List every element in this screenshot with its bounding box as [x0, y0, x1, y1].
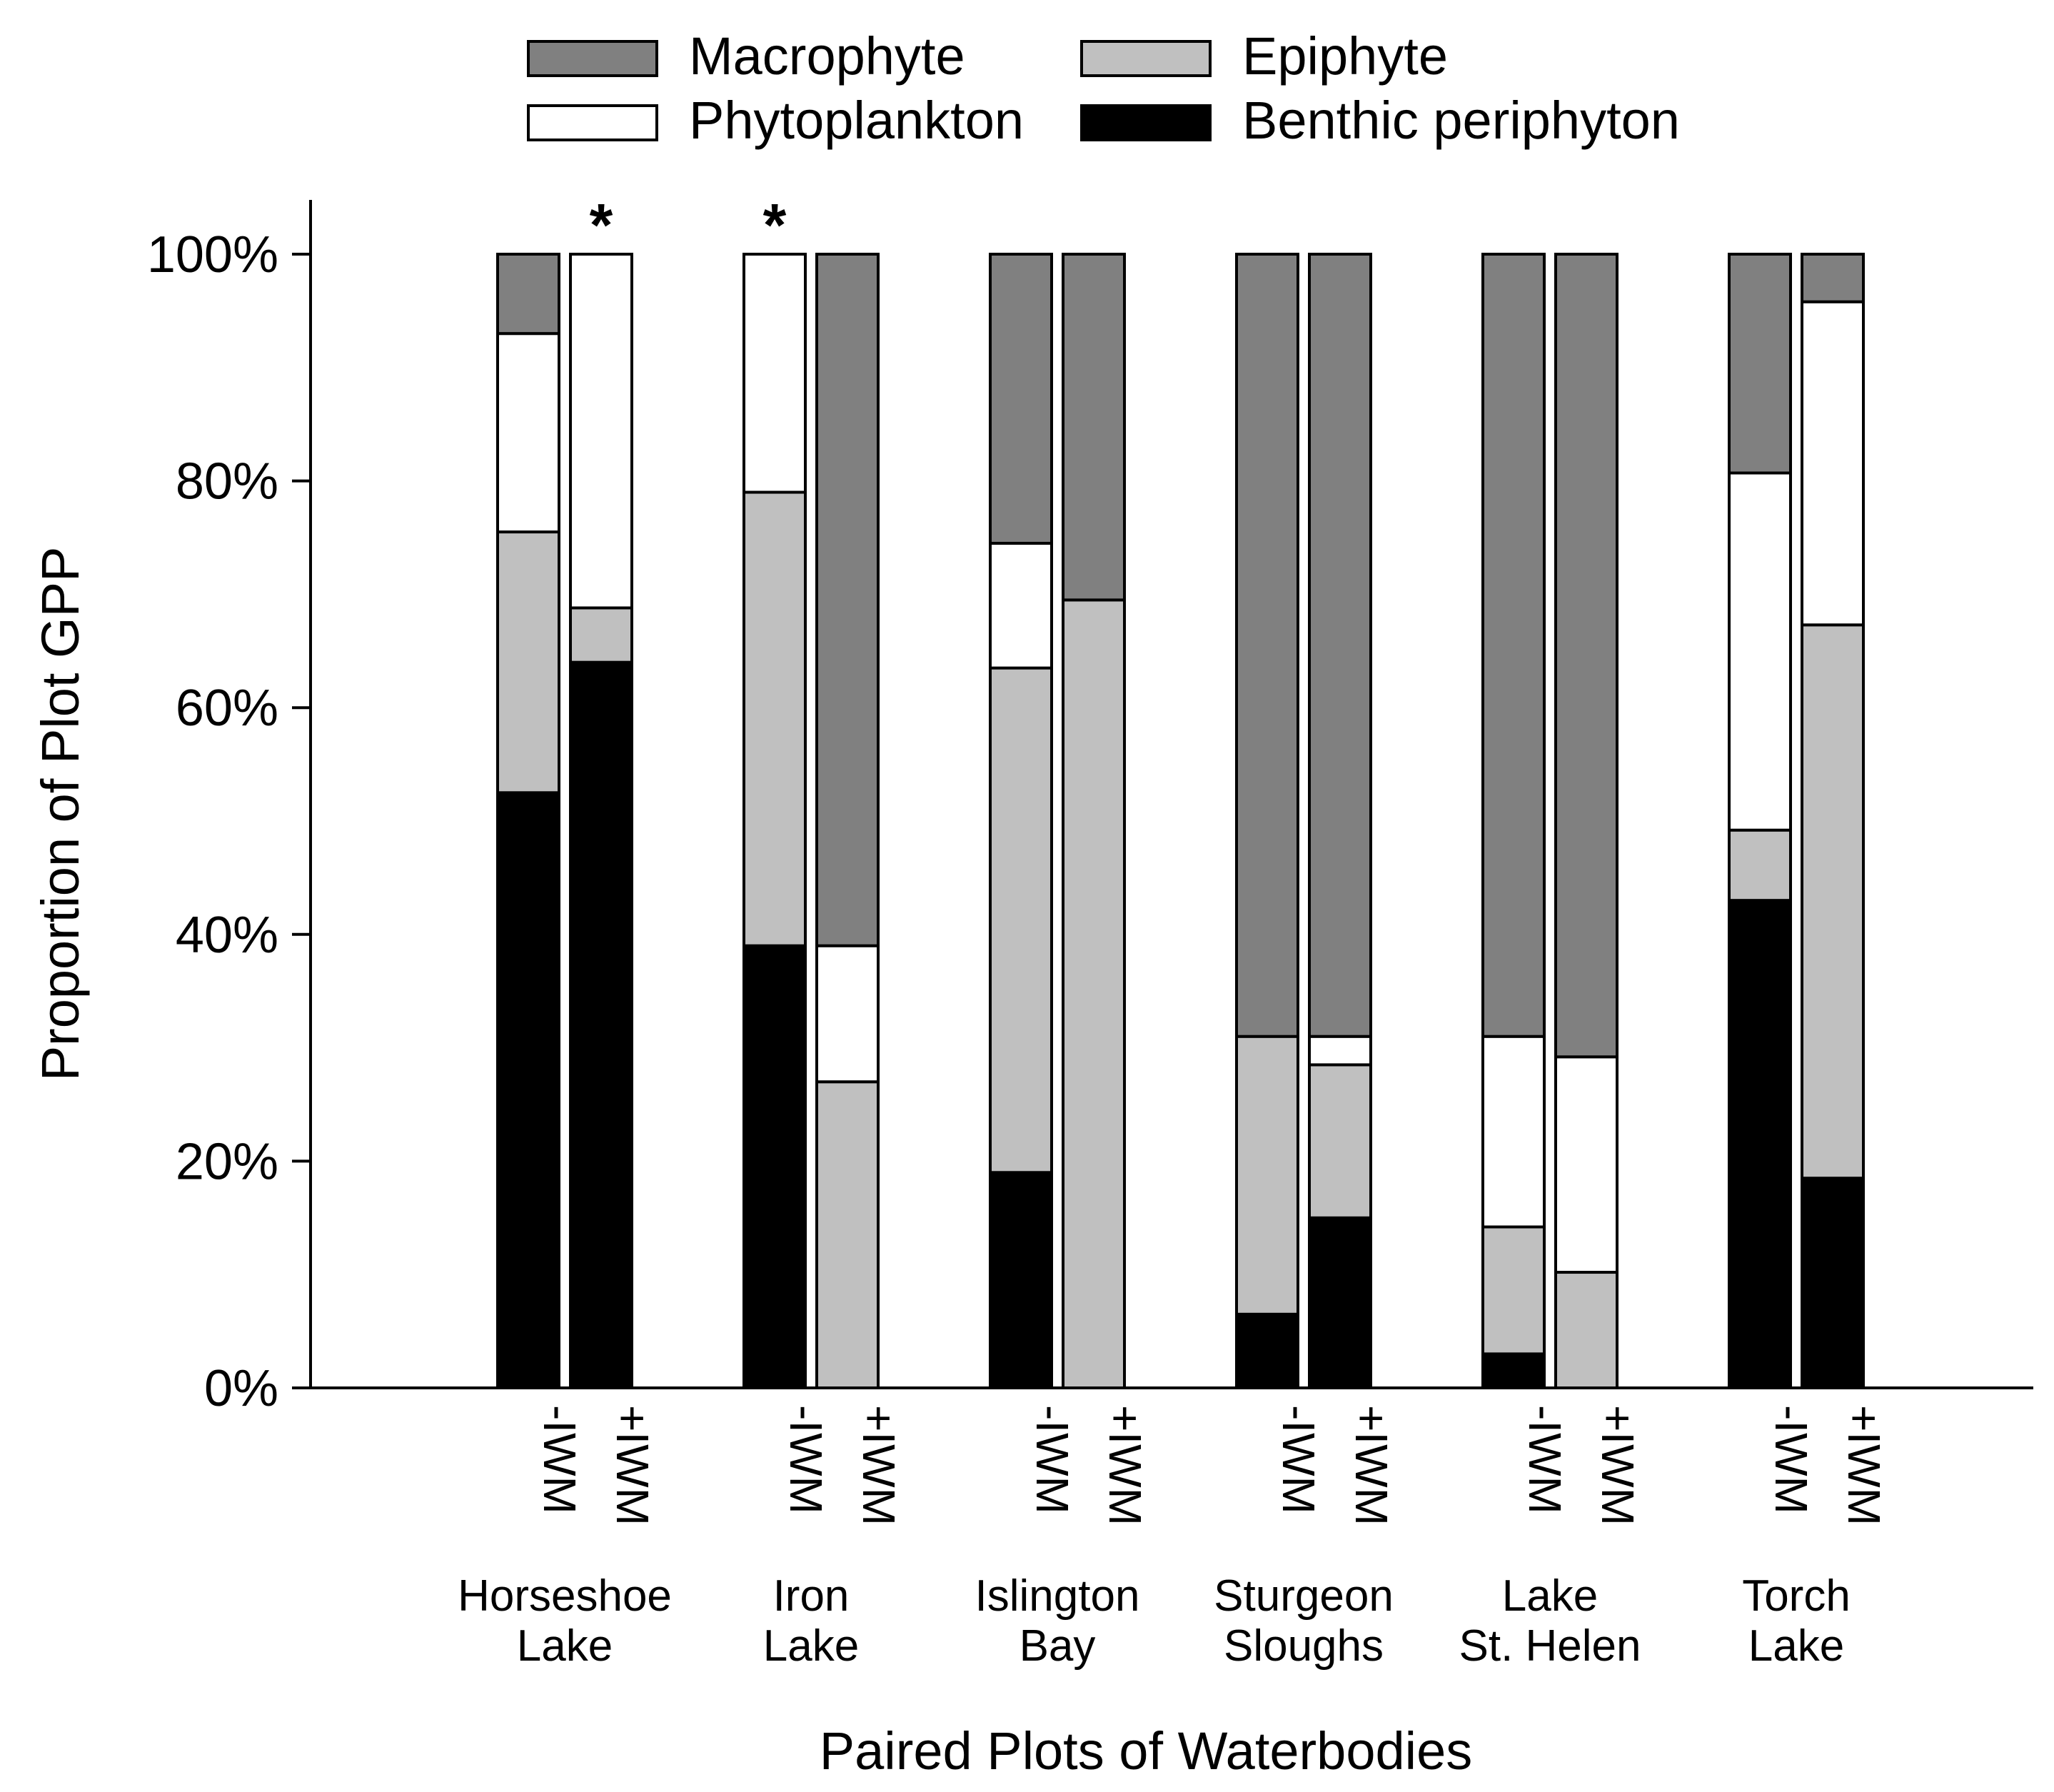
bar-segment-iron-lake-iwm-epiphyte [742, 490, 807, 947]
bar-segment-islington-bay-iwm-macrophyte [1062, 253, 1126, 602]
bar-segment-islington-bay-iwm-phytoplankton [989, 541, 1053, 670]
bar-label-lake-st-helen-iwm: -IWM [1519, 1405, 1571, 1514]
bar-label-torch-lake-iwm: -IWM [1766, 1405, 1817, 1514]
group-label-iron-lake-line-1: Iron [773, 1571, 850, 1621]
bar-segment-lake-st-helen-iwm-macrophyte [1554, 253, 1618, 1059]
bar-label-iron-lake-iwm: -IWM [780, 1405, 832, 1514]
bar-label-islington-bay-iwm: +IWM [1099, 1405, 1151, 1526]
group-label-horseshoe-lake-line-2: Lake [517, 1621, 613, 1671]
bar-segment-horseshoe-lake-iwm-phytoplankton [569, 253, 633, 610]
bar-label-horseshoe-lake-iwm: +IWM [607, 1405, 658, 1526]
bar-segment-lake-st-helen-iwm-phytoplankton [1554, 1055, 1618, 1274]
bar-segment-lake-st-helen-iwm-phytoplankton [1481, 1035, 1546, 1229]
legend-swatch-epiphyte [1080, 40, 1212, 77]
bar-segment-lake-st-helen-iwm-benthic-periphyton [1481, 1352, 1546, 1389]
group-label-torch-lake-line-2: Lake [1748, 1621, 1844, 1671]
bar-segment-horseshoe-lake-iwm-macrophyte [496, 253, 560, 336]
y-tick-label-0: 0% [204, 1360, 278, 1417]
bar-segment-sturgeon-sloughs-iwm-benthic-periphyton [1235, 1312, 1299, 1390]
bar-segment-islington-bay-iwm-macrophyte [989, 253, 1053, 545]
bar-label-lake-st-helen-iwm: +IWM [1592, 1405, 1643, 1526]
bar-label-torch-lake-iwm: +IWM [1838, 1405, 1890, 1526]
significance-marker-horseshoe-lake-iwm: * [590, 191, 613, 258]
bar-label-iron-lake-iwm: +IWM [853, 1405, 905, 1526]
x-axis-title: Paired Plots of Waterbodies [820, 1721, 1473, 1781]
legend-swatch-benthic-periphyton [1080, 104, 1212, 141]
significance-marker-iron-lake-iwm: * [763, 191, 787, 258]
bar-segment-sturgeon-sloughs-iwm-macrophyte [1308, 253, 1372, 1038]
bar-segment-torch-lake-iwm-benthic-periphyton [1728, 899, 1792, 1390]
bar-segment-horseshoe-lake-iwm-benthic-periphyton [496, 791, 560, 1390]
group-label-sturgeon-sloughs-line-2: Sloughs [1224, 1621, 1384, 1671]
bar-label-sturgeon-sloughs-iwm: -IWM [1273, 1405, 1324, 1514]
bar-segment-lake-st-helen-iwm-epiphyte [1554, 1271, 1618, 1390]
bar-label-islington-bay-iwm: -IWM [1027, 1405, 1078, 1514]
bar-segment-horseshoe-lake-iwm-benthic-periphyton [569, 660, 633, 1389]
bar-segment-torch-lake-iwm-macrophyte [1801, 253, 1865, 303]
bar-label-horseshoe-lake-iwm: -IWM [534, 1405, 585, 1514]
group-label-islington-bay-line-1: Islington [975, 1571, 1140, 1621]
group-label-islington-bay-line-2: Bay [1020, 1621, 1096, 1671]
group-label-torch-lake-line-1: Torch [1742, 1571, 1851, 1621]
bar-segment-torch-lake-iwm-phytoplankton [1728, 471, 1792, 832]
bar-segment-iron-lake-iwm-phytoplankton [815, 944, 880, 1084]
bar-segment-iron-lake-iwm-phytoplankton [742, 253, 807, 494]
group-label-iron-lake-line-2: Lake [763, 1621, 859, 1671]
bar-segment-islington-bay-iwm-benthic-periphyton [989, 1171, 1053, 1390]
bar-segment-horseshoe-lake-iwm-epiphyte [496, 530, 560, 795]
legend-swatch-phytoplankton [527, 104, 658, 141]
bar-segment-lake-st-helen-iwm-epiphyte [1481, 1225, 1546, 1356]
bars: * * [496, 191, 1865, 1390]
legend-label-phytoplankton: Phytoplankton [689, 91, 1024, 150]
y-axis: 0% 20% 40% 60% 80% 100% [147, 200, 312, 1417]
bar-segment-iron-lake-iwm-benthic-periphyton [742, 944, 807, 1390]
group-label-sturgeon-sloughs-line-1: Sturgeon [1214, 1571, 1394, 1621]
bar-segment-iron-lake-iwm-epiphyte [815, 1080, 880, 1389]
bar-segment-sturgeon-sloughs-iwm-epiphyte [1235, 1035, 1299, 1316]
bar-segment-torch-lake-iwm-phytoplankton [1801, 300, 1865, 627]
bar-segment-torch-lake-iwm-benthic-periphyton [1801, 1177, 1865, 1389]
y-tick-label-100: 100% [147, 226, 278, 283]
y-tick-label-40: 40% [176, 907, 278, 964]
bar-segment-sturgeon-sloughs-iwm-benthic-periphyton [1308, 1216, 1372, 1390]
bar-segment-iron-lake-iwm-macrophyte [815, 253, 880, 947]
group-label-lake-st-helen-line-2: St. Helen [1459, 1621, 1641, 1671]
y-tick-label-20: 20% [176, 1133, 278, 1190]
bar-segment-sturgeon-sloughs-iwm-macrophyte [1235, 253, 1299, 1038]
bar-label-sturgeon-sloughs-iwm: +IWM [1346, 1405, 1397, 1526]
y-axis-title: Proportion of Plot GPP [31, 547, 90, 1082]
bar-segment-torch-lake-iwm-epiphyte [1728, 828, 1792, 902]
bar-segment-torch-lake-iwm-macrophyte [1728, 253, 1792, 475]
bar-segment-torch-lake-iwm-epiphyte [1801, 623, 1865, 1180]
legend-label-macrophyte: Macrophyte [689, 26, 965, 86]
legend-label-benthic-periphyton: Benthic periphyton [1242, 91, 1680, 150]
legend-swatch-macrophyte [527, 40, 658, 77]
legend: Macrophyte Epiphyte Phytoplankton Benthic p… [527, 26, 1680, 150]
y-tick-label-80: 80% [176, 453, 278, 510]
bar-segment-sturgeon-sloughs-iwm-phytoplankton [1308, 1035, 1372, 1067]
y-tick-label-60: 60% [176, 680, 278, 737]
legend-label-epiphyte: Epiphyte [1242, 26, 1448, 86]
group-label-horseshoe-lake-line-1: Horseshoe [458, 1571, 672, 1621]
bar-segment-islington-bay-iwm-epiphyte [989, 666, 1053, 1174]
bar-segment-horseshoe-lake-iwm-epiphyte [569, 606, 633, 664]
bar-segment-horseshoe-lake-iwm-phytoplankton [496, 332, 560, 534]
bar-segment-lake-st-helen-iwm-macrophyte [1481, 253, 1546, 1038]
bar-segment-sturgeon-sloughs-iwm-epiphyte [1308, 1063, 1372, 1219]
group-label-lake-st-helen-line-1: Lake [1502, 1571, 1598, 1621]
bar-segment-islington-bay-iwm-epiphyte [1062, 598, 1126, 1390]
